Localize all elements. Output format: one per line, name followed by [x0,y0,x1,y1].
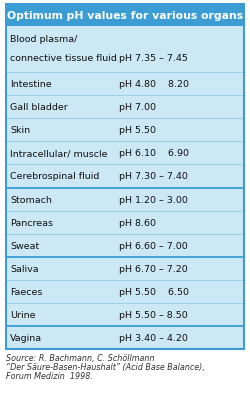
Text: Vagina: Vagina [10,333,42,342]
Text: pH 1.20 – 3.00: pH 1.20 – 3.00 [120,195,188,204]
Text: pH 5.50 – 8.50: pH 5.50 – 8.50 [120,310,188,319]
Text: Skin: Skin [10,126,30,135]
Text: Saliva: Saliva [10,264,38,273]
Bar [6,27,244,349]
Text: pH 7.35 – 7.45: pH 7.35 – 7.45 [120,54,188,63]
Text: Gall bladder: Gall bladder [10,103,68,112]
Text: Optimum pH values for various organs: Optimum pH values for various organs [7,11,243,21]
Text: Forum Medizin  1998.: Forum Medizin 1998. [6,371,93,380]
Text: pH 8.60: pH 8.60 [120,218,156,227]
Text: pH 7.30 – 7.40: pH 7.30 – 7.40 [120,172,188,181]
Text: pH 5.50: pH 5.50 [120,126,156,135]
Text: pH 6.60 – 7.00: pH 6.60 – 7.00 [120,241,188,250]
Text: pH 6.70 – 7.20: pH 6.70 – 7.20 [120,264,188,273]
Bar [6,5,244,349]
Text: Faeces: Faeces [10,287,42,296]
Text: Source: R. Bachmann, C. Schöllmann: Source: R. Bachmann, C. Schöllmann [6,353,154,362]
Text: Cerebrospinal fluid: Cerebrospinal fluid [10,172,100,181]
Bar [6,5,244,27]
Text: connective tissue fluid: connective tissue fluid [10,54,117,63]
Text: “Der Säure-Basen-Haushalt” (Acid Base Balance),: “Der Säure-Basen-Haushalt” (Acid Base Ba… [6,362,205,371]
Text: pH 6.10    6.90: pH 6.10 6.90 [120,149,190,158]
Text: pH 5.50    6.50: pH 5.50 6.50 [120,287,190,296]
Text: Intestine: Intestine [10,80,52,89]
Text: Pancreas: Pancreas [10,218,53,227]
Text: Blood plasma/: Blood plasma/ [10,35,78,44]
Text: Urine: Urine [10,310,36,319]
Text: pH 3.40 – 4.20: pH 3.40 – 4.20 [120,333,188,342]
Text: Stomach: Stomach [10,195,52,204]
Text: pH 4.80    8.20: pH 4.80 8.20 [120,80,190,89]
Text: Intracellular/ muscle: Intracellular/ muscle [10,149,108,158]
Text: Sweat: Sweat [10,241,39,250]
Text: pH 7.00: pH 7.00 [120,103,156,112]
